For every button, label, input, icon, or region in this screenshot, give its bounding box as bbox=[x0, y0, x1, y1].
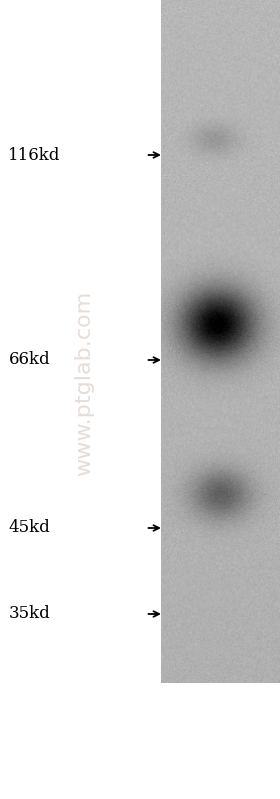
Text: 35kd: 35kd bbox=[8, 606, 50, 622]
Text: 45kd: 45kd bbox=[8, 519, 50, 536]
Text: 66kd: 66kd bbox=[8, 352, 50, 368]
Text: 116kd: 116kd bbox=[8, 146, 61, 164]
Text: www.ptglab.com: www.ptglab.com bbox=[74, 291, 94, 476]
Bar bbox=[0, 683, 280, 799]
Bar bbox=[0, 0, 161, 799]
